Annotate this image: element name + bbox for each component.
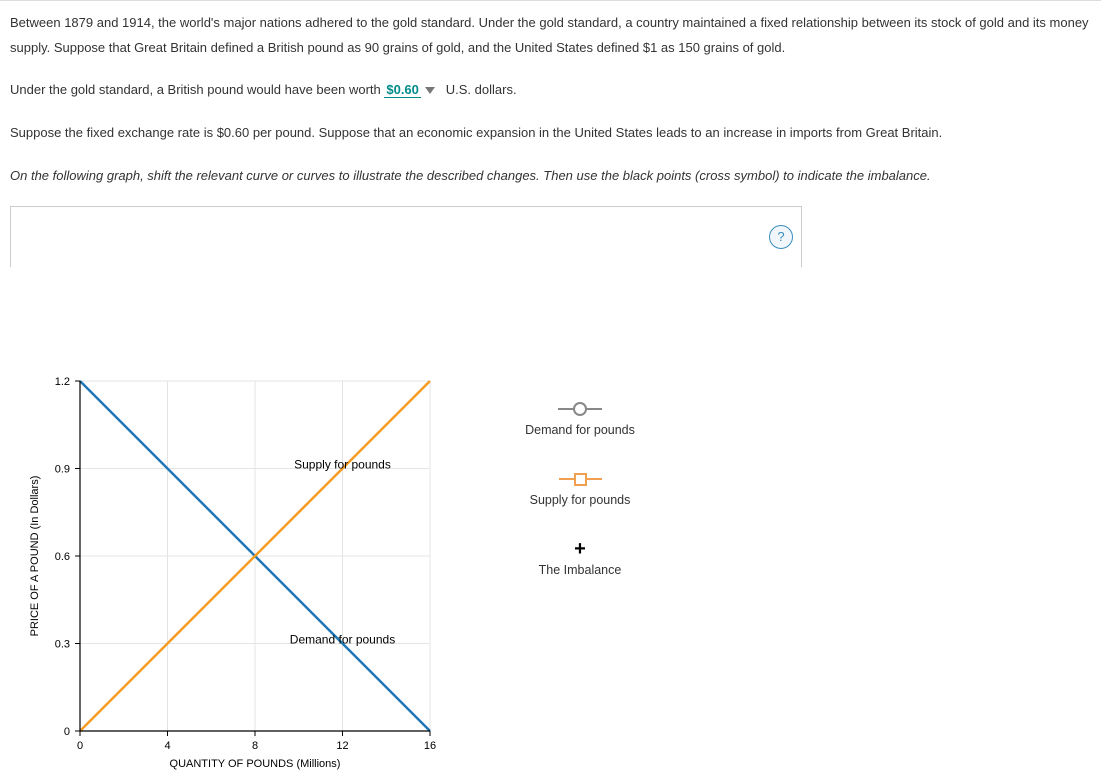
instruction-text: On the following graph, shift the releva…	[10, 168, 931, 183]
legend-imbalance[interactable]: + The Imbalance	[480, 541, 680, 577]
svg-text:8: 8	[252, 740, 258, 752]
help-button[interactable]: ?	[769, 225, 793, 249]
paragraph-1: Between 1879 and 1914, the world's major…	[10, 11, 1091, 60]
svg-text:Demand for pounds: Demand for pounds	[290, 633, 395, 647]
svg-text:0.3: 0.3	[55, 639, 70, 651]
svg-text:0.9: 0.9	[55, 464, 70, 476]
svg-text:0: 0	[77, 740, 83, 752]
svg-text:16: 16	[424, 740, 436, 752]
page-root: Between 1879 and 1914, the world's major…	[0, 0, 1101, 759]
paragraph-2: Under the gold standard, a British pound…	[10, 78, 1091, 103]
svg-text:0: 0	[64, 726, 70, 738]
svg-text:PRICE OF A POUND (In Dollars): PRICE OF A POUND (In Dollars)	[29, 476, 41, 637]
svg-text:1.2: 1.2	[55, 376, 70, 388]
exchange-rate-dropdown[interactable]: $0.60	[384, 82, 421, 98]
p2-text-a: Under the gold standard, a British pound…	[10, 82, 384, 97]
plus-icon: +	[574, 538, 586, 561]
legend-supply-label: Supply for pounds	[480, 493, 680, 507]
paragraph-3: Suppose the fixed exchange rate is $0.60…	[10, 121, 1091, 146]
legend-demand[interactable]: Demand for pounds	[480, 401, 680, 437]
paragraph-4-instructions: On the following graph, shift the releva…	[10, 164, 1091, 189]
chart-area[interactable]: Demand for pounds Supply for pounds 0 4 8 12 1…	[20, 371, 460, 784]
graph-toolbar: ?	[10, 206, 802, 267]
svg-text:12: 12	[336, 740, 348, 752]
svg-text:QUANTITY OF POUNDS (Millions): QUANTITY OF POUNDS (Millions)	[170, 758, 341, 770]
chevron-down-icon[interactable]	[425, 87, 435, 94]
legend-palette: Demand for pounds Supply for pounds + Th…	[480, 401, 680, 611]
legend-imbalance-label: The Imbalance	[480, 563, 680, 577]
legend-supply[interactable]: Supply for pounds	[480, 471, 680, 507]
svg-text:4: 4	[164, 740, 170, 752]
p2-text-b: U.S. dollars.	[446, 82, 517, 97]
circle-icon	[573, 402, 587, 416]
svg-text:Supply for pounds: Supply for pounds	[294, 458, 391, 472]
legend-demand-label: Demand for pounds	[480, 423, 680, 437]
svg-text:0.6: 0.6	[55, 551, 70, 563]
